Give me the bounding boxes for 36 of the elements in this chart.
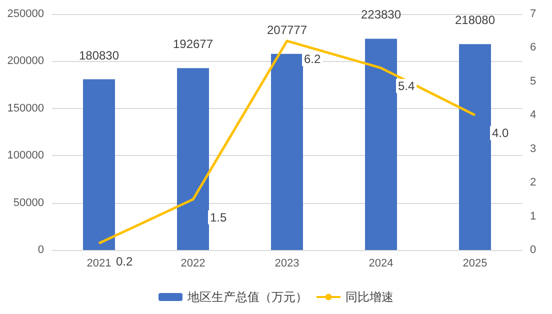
data-label: 5.4	[398, 78, 416, 93]
x-tick-label: 2022	[180, 258, 206, 270]
x-tick-label: 2025	[462, 258, 488, 270]
data-label: 207777	[266, 22, 308, 37]
data-label: 1.5	[210, 210, 228, 224]
y-tick-label: 0	[38, 244, 44, 256]
x-tick-label: 2023	[274, 258, 300, 270]
bar	[177, 68, 209, 250]
bar	[459, 44, 491, 250]
y2-tick-label: 5	[530, 75, 536, 88]
data-label: 0.2	[116, 254, 134, 268]
bar	[271, 54, 303, 250]
data-label: 6.2	[304, 52, 322, 66]
y2-tick-label: 4	[530, 109, 536, 122]
y2-tick-label: 0	[530, 244, 536, 256]
y2-tick-label: 2	[530, 176, 536, 189]
y-tick-label: 50000	[13, 196, 44, 209]
y2-tick-label: 1	[530, 210, 536, 222]
data-label: 218080	[454, 13, 496, 28]
x-tick-label: 2021	[86, 258, 112, 270]
y-tick-label: 100000	[7, 150, 44, 162]
y2-tick-label: 7	[530, 8, 536, 20]
y-tick-label: 150000	[7, 102, 44, 114]
y2-tick-label: 3	[530, 142, 536, 155]
legend-label: 同比增速	[346, 290, 394, 304]
data-label: 4.0	[492, 126, 510, 140]
y2-tick-label: 6	[530, 42, 536, 54]
y-tick-label: 250000	[7, 8, 44, 20]
data-label: 223830	[360, 8, 402, 22]
data-label: 192677	[172, 37, 214, 52]
data-label: 180830	[78, 48, 120, 62]
legend-label: 地区生产总值（万元）	[186, 290, 308, 304]
bar	[83, 79, 115, 250]
bar	[365, 38, 397, 250]
x-tick-label: 2024	[368, 258, 394, 270]
y-tick-label: 200000	[7, 55, 44, 68]
